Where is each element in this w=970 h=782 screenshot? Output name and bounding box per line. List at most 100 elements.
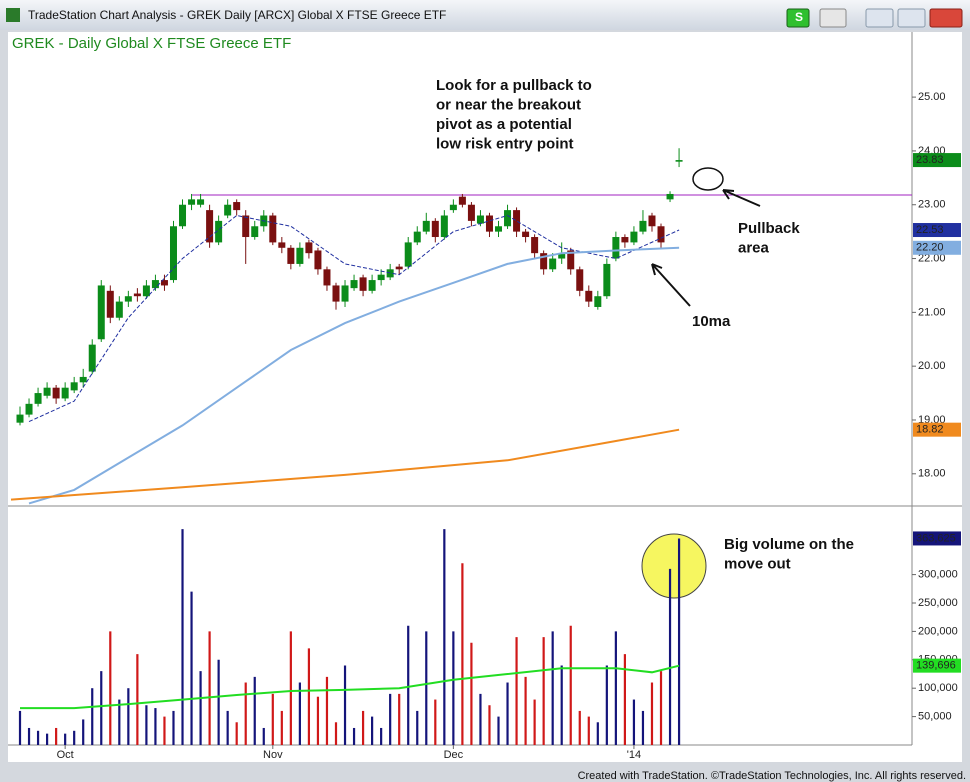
close-button[interactable] <box>929 8 963 28</box>
highlight-circle <box>641 533 707 599</box>
candle-body <box>431 220 439 238</box>
candle-body <box>179 204 187 227</box>
y-tick-label: 23.00 <box>918 199 946 211</box>
candle-body <box>648 215 656 227</box>
last-value-box <box>913 531 961 546</box>
last-value-label: 22.53 <box>916 224 944 236</box>
candle-body <box>404 242 412 267</box>
candle-body <box>630 231 638 243</box>
candle-body <box>97 285 105 340</box>
minimize-button[interactable] <box>865 8 894 28</box>
annotation: move out <box>724 555 791 572</box>
candle-body <box>215 220 223 243</box>
candle-body <box>278 242 286 248</box>
x-tick-label: Oct <box>57 749 74 761</box>
candle-body <box>549 258 557 270</box>
candle-body <box>567 250 575 270</box>
y-tick-label: 20.00 <box>918 360 946 372</box>
s-button-label[interactable]: S <box>795 10 803 24</box>
candle-body <box>368 280 376 291</box>
candle-body <box>287 247 295 264</box>
y-tick-label: 21.00 <box>918 306 946 318</box>
candle-body <box>576 269 584 291</box>
candle-body <box>106 290 114 318</box>
x-tick-label: '14 <box>627 749 641 761</box>
last-value-box <box>913 422 961 437</box>
moving-average <box>20 664 680 710</box>
candle-body <box>359 277 367 291</box>
candle-body <box>16 414 24 423</box>
candle-body <box>449 204 457 211</box>
candle-body <box>558 253 566 259</box>
candle-body <box>43 387 51 396</box>
candle-body <box>585 290 593 302</box>
candle-body <box>458 196 466 205</box>
x-tick-label: Nov <box>263 749 283 761</box>
candle-body <box>305 242 313 254</box>
candle-body <box>160 280 168 286</box>
y-tick-label: 22.00 <box>918 252 946 264</box>
annotation: area <box>738 239 770 256</box>
annotation: low risk entry point <box>436 135 574 152</box>
candle-body <box>522 231 530 238</box>
candle-body <box>495 226 503 232</box>
annotation: Pullback <box>738 220 800 237</box>
volume-tick-label: 100,000 <box>918 682 958 694</box>
candle-body <box>612 237 620 259</box>
candle-body <box>34 393 42 404</box>
annotation: 10ma <box>692 313 731 330</box>
volume-tick-label: 250,000 <box>918 597 958 609</box>
candle-body <box>350 280 358 289</box>
s-button[interactable] <box>786 8 810 28</box>
candle-body <box>124 296 132 302</box>
candle-body <box>169 226 177 281</box>
chart-header: GREK - Daily Global X FTSE Greece ETF <box>12 35 291 52</box>
candle-body <box>224 204 232 216</box>
candle-body <box>594 296 602 307</box>
pullback-circle <box>692 167 724 191</box>
candle-body <box>314 250 322 270</box>
candle-body <box>332 285 340 302</box>
y-tick-label: 25.00 <box>918 91 946 103</box>
candle-body <box>115 301 123 318</box>
candle-body <box>233 202 241 211</box>
arrows <box>651 189 761 307</box>
candle-body <box>621 237 629 243</box>
candle-body <box>666 193 674 200</box>
candle-body <box>61 387 69 399</box>
maximize-button[interactable] <box>897 8 926 28</box>
candle-body <box>467 204 475 221</box>
candle-body <box>52 387 60 399</box>
annotation: pivot as a potential <box>436 116 572 133</box>
candle-body <box>513 210 521 232</box>
candle-body <box>341 285 349 302</box>
candle-body <box>504 210 512 227</box>
candle-body <box>133 293 141 297</box>
annotation: Big volume on the <box>724 536 854 553</box>
ma-arrow <box>651 263 691 307</box>
candle-body <box>79 376 87 383</box>
candle-body <box>323 269 331 286</box>
chart-area <box>8 32 962 762</box>
last-value-box <box>913 223 961 238</box>
menu-button[interactable] <box>819 8 847 28</box>
candle-body <box>395 266 403 270</box>
candle-body <box>639 220 647 232</box>
candle-body <box>251 226 259 238</box>
candle-body <box>413 231 421 243</box>
last-value-box <box>913 240 961 255</box>
candle-body <box>206 210 214 243</box>
pullback-arrow <box>722 189 761 207</box>
last-value-label: 23.83 <box>916 154 944 166</box>
y-tick-label: 18.00 <box>918 468 946 480</box>
last-value-label: 18.82 <box>916 424 944 436</box>
app-icon <box>6 8 20 22</box>
candle-body <box>25 403 33 415</box>
volume-tick-label: 300,000 <box>918 569 958 581</box>
candle-body <box>603 263 611 297</box>
candle-body <box>485 215 493 232</box>
candle-body <box>540 253 548 270</box>
annotation: or near the breakout <box>436 96 581 113</box>
last-value-label: 363,625 <box>916 532 956 544</box>
